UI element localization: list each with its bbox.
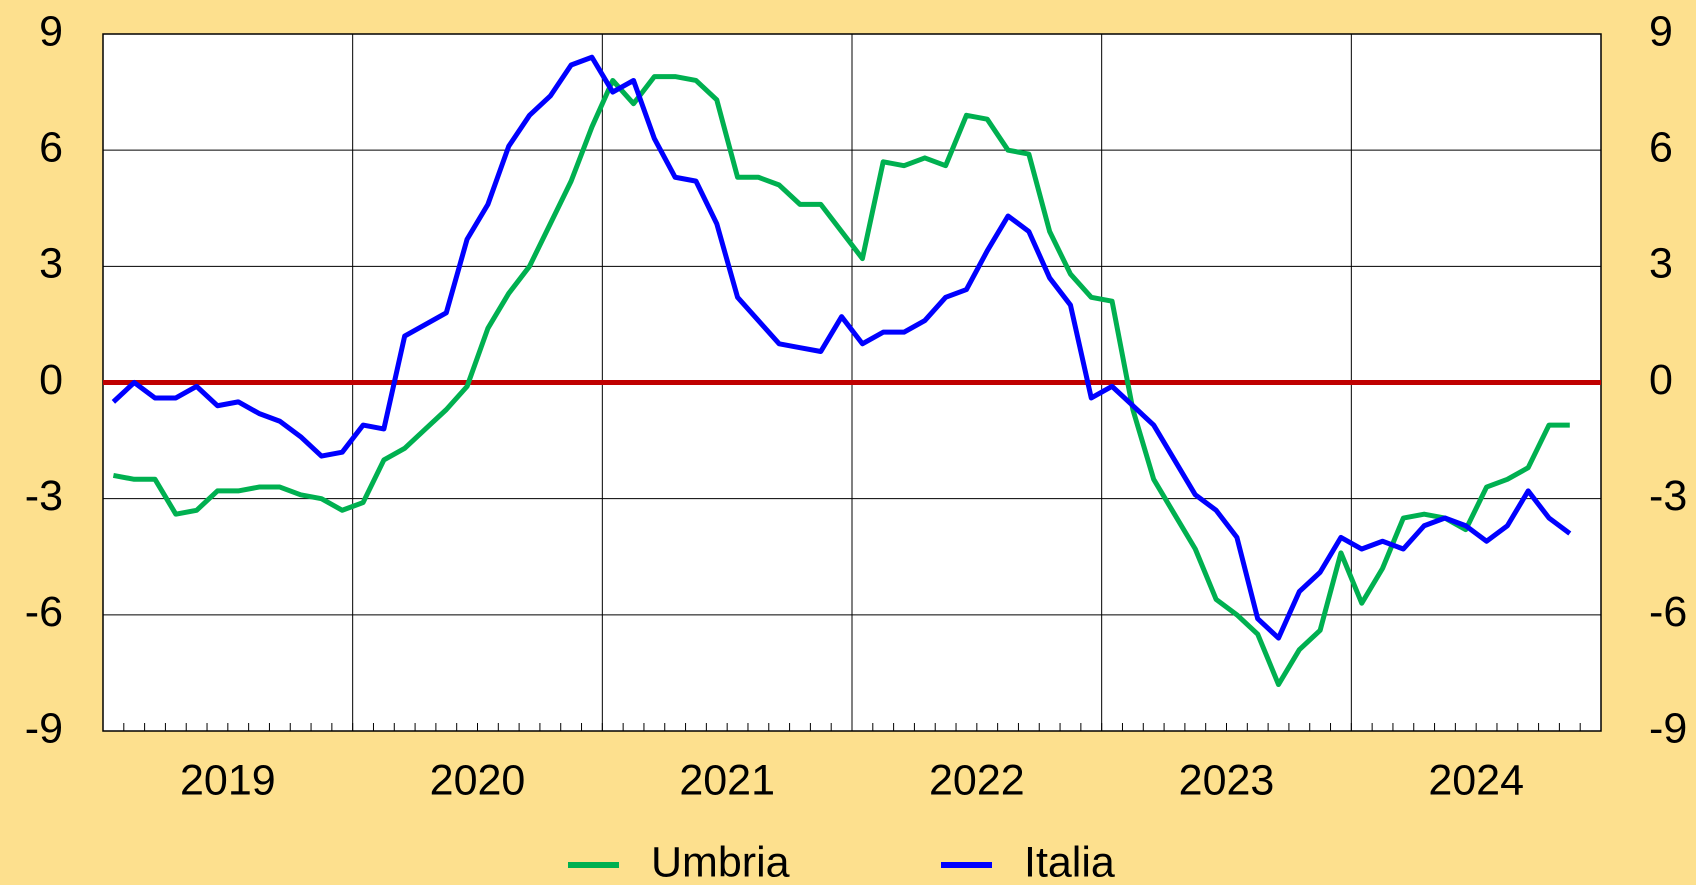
y-tick-label: -3	[25, 472, 63, 520]
series-line	[112, 74, 1570, 688]
y-tick-label: -9	[25, 704, 63, 752]
y2-tick-label: 0	[1649, 356, 1673, 404]
y2-tick-label: -3	[1649, 472, 1687, 520]
y2-tick-label: 3	[1649, 240, 1673, 288]
x-tick-label: 2022	[929, 756, 1025, 804]
y2-tick-label: 9	[1649, 7, 1673, 55]
x-tick-label: 2024	[1428, 756, 1524, 804]
y2-tick-label: 6	[1649, 124, 1673, 172]
series-line	[111, 54, 1572, 641]
y-tick-label: 0	[39, 356, 63, 404]
legend-label: Umbria	[651, 838, 790, 885]
legend-label: Italia	[1024, 838, 1115, 885]
y2-tick-label: -6	[1649, 588, 1687, 636]
y-tick-label: 9	[39, 7, 63, 55]
y-tick-label: 6	[39, 124, 63, 172]
y-tick-label: 3	[39, 240, 63, 288]
y2-tick-label: -9	[1649, 704, 1687, 752]
x-tick-label: 2019	[180, 756, 276, 804]
y-tick-label: -6	[25, 588, 63, 636]
x-tick-label: 2023	[1179, 756, 1275, 804]
x-tick-label: 2021	[679, 756, 775, 804]
x-tick-label: 2020	[430, 756, 526, 804]
